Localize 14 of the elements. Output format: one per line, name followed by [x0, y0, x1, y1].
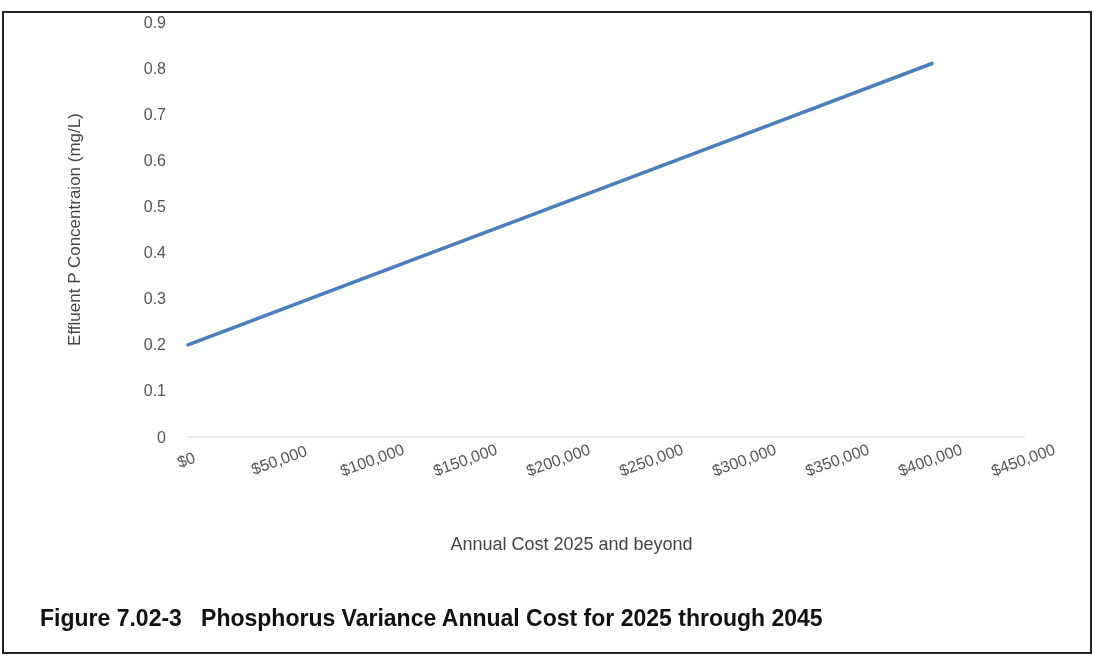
y-tick-label: 0.5	[143, 198, 167, 216]
y-tick-label: 0.9	[143, 13, 167, 31]
y-tick-label: 0	[157, 428, 167, 446]
y-tick-label: 0.2	[143, 336, 167, 354]
y-tick-label: 0.4	[143, 244, 167, 262]
text: Figure 7.02-3 Phosphorus Variance Annual Cost for 2025 through 2045	[40, 605, 823, 631]
y-tick-label: 0.6	[143, 151, 167, 169]
y-axis-title: Effluent P Concentraion (mg/L)	[65, 113, 84, 346]
y-tick-label: 0.7	[143, 105, 167, 123]
x-tick-label: $0	[174, 448, 198, 471]
x-axis-title: Annual Cost 2025 and beyond	[450, 534, 693, 554]
y-tick-label: 0.8	[143, 59, 167, 77]
y-tick-label: 0.3	[143, 290, 167, 308]
y-tick-label: 0.1	[143, 382, 167, 400]
